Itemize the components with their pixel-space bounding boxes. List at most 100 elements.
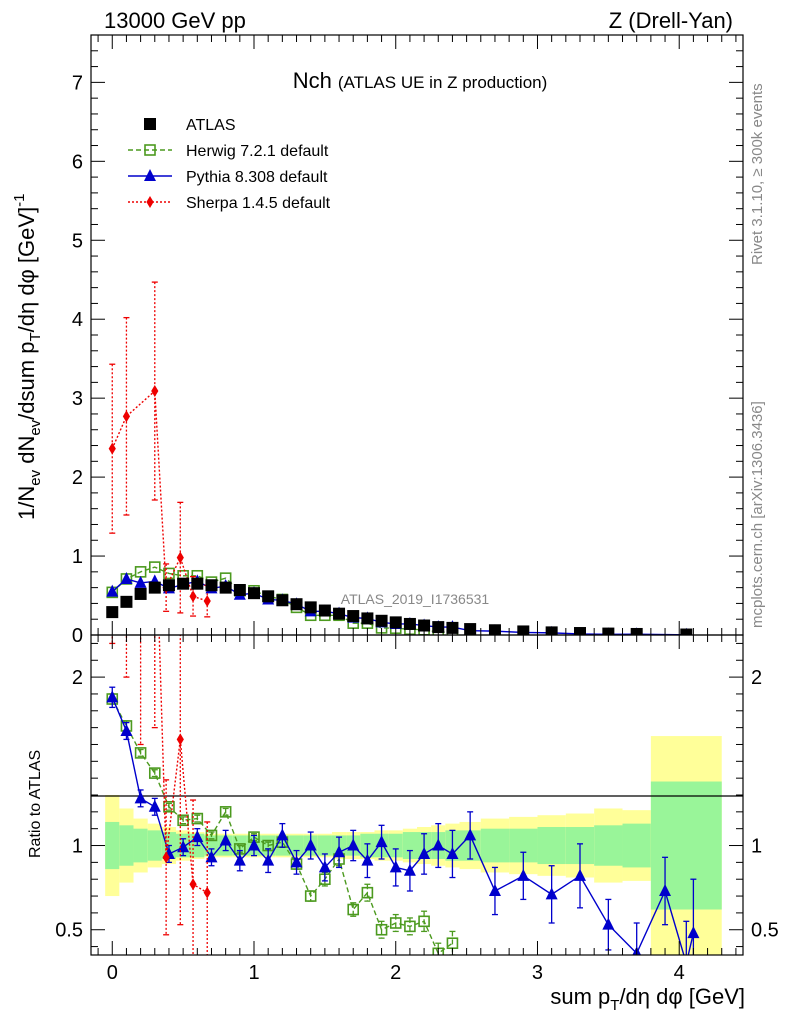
y-tick-label: 2 (72, 467, 83, 489)
marker-square (219, 581, 232, 594)
header-left: 13000 GeV pp (104, 8, 246, 33)
marker-triangle (106, 690, 119, 703)
band-inner-bin (105, 821, 120, 870)
marker-square (248, 587, 260, 600)
marker-square-open (205, 829, 218, 842)
marker-square (375, 614, 388, 627)
marker-triangle (574, 868, 586, 881)
band-inner-bin (537, 827, 566, 865)
marker-triangle (144, 169, 156, 181)
marker-diamond (203, 595, 211, 608)
chart-title: Nch (ATLAS UE in Z production) (293, 68, 548, 93)
marker-square-open (347, 903, 360, 916)
band-inner-bin (317, 835, 332, 856)
band-inner-bin (388, 833, 403, 858)
marker-square-open (191, 812, 204, 825)
marker-triangle (545, 887, 558, 900)
analysis-watermark: ATLAS_2019_I1736531 (341, 591, 490, 607)
marker-square (262, 590, 275, 603)
marker-triangle (134, 575, 147, 588)
ratio-y-tick-label: 2 (72, 667, 83, 689)
y-tick-label: 4 (72, 309, 83, 331)
marker-triangle (106, 584, 119, 597)
marker-triangle (233, 853, 246, 866)
marker-diamond (162, 851, 170, 864)
marker-square (144, 118, 156, 130)
marker-triangle (602, 917, 615, 930)
x-tick-label: 1 (248, 962, 259, 984)
ratio-plot-area (106, 635, 700, 955)
marker-diamond (176, 733, 184, 746)
ratio-y-tick-label-right: 1 (751, 836, 762, 858)
marker-triangle (464, 828, 477, 841)
y-tick-label: 0 (72, 625, 83, 647)
marker-diamond (189, 590, 197, 603)
band-inner-bin (402, 832, 417, 859)
marker-triangle (120, 724, 133, 736)
ratio-y-tick-label: 1 (72, 836, 83, 858)
marker-triangle (333, 845, 346, 858)
marker-square (680, 628, 693, 635)
legend-label: Herwig 7.2.1 default (186, 143, 329, 160)
x-tick-label: 4 (674, 962, 685, 984)
y-tick-label: 5 (72, 230, 83, 252)
legend-label: Pythia 8.308 default (186, 169, 328, 186)
legend-label: Sherpa 1.4.5 default (186, 195, 331, 212)
legend: ATLAS Herwig 7.2.1 default Pythia 8.308 de… (128, 117, 331, 212)
marker-square (162, 579, 175, 592)
x-tick-label: 2 (390, 962, 401, 984)
y-tick-label: 6 (72, 151, 83, 173)
marker-square (403, 617, 416, 630)
marker-triangle (375, 835, 388, 848)
sherpa-ratio-line (158, 635, 208, 894)
marker-square (418, 619, 431, 632)
marker-square (233, 584, 246, 596)
marker-square-open (134, 747, 147, 759)
x-tick-label: 0 (107, 962, 118, 984)
marker-triangle (687, 926, 700, 939)
main-ylabel: 1/Nev dNev/dsum pT/dη dφ [GeV]-1 (11, 193, 44, 520)
marker-square-open (304, 890, 317, 902)
marker-triangle (276, 828, 289, 841)
marker-triangle (418, 846, 431, 859)
x-tick-label: 3 (532, 962, 543, 984)
marker-triangle (659, 884, 672, 896)
marker-diamond (176, 551, 184, 564)
band-inner-bin (119, 825, 134, 866)
marker-triangle (488, 884, 501, 896)
x-axis-label: sum pT/dη dφ [GeV] (550, 984, 745, 1014)
marker-square (347, 610, 360, 623)
marker-square-open (418, 915, 430, 928)
marker-triangle (347, 838, 360, 851)
marker-triangle (262, 853, 275, 866)
axes-ticks: 0 1 2 3 4 5 6 7 0.5 0.5 1 1 2 2 0 1 2 3 4 (55, 35, 779, 984)
main-plot-area (106, 281, 693, 635)
band-inner-bin (133, 828, 148, 863)
marker-square-open (163, 800, 175, 813)
marker-square-open (219, 806, 232, 818)
marker-square (432, 621, 445, 634)
marker-square-open (148, 561, 161, 573)
marker-square-open (375, 923, 388, 936)
marker-square (333, 607, 346, 620)
marker-diamond (122, 410, 131, 423)
marker-square-open (177, 814, 189, 827)
marker-diamond (203, 886, 211, 899)
chart-subtitle: (ATLAS UE in Z production) (338, 73, 547, 92)
marker-triangle (389, 860, 402, 873)
marker-square-open (389, 917, 402, 929)
rivet-label: Rivet 3.1.10, ≥ 300k events (749, 83, 766, 265)
marker-triangle (432, 838, 445, 851)
marker-triangle (318, 860, 331, 873)
marker-square (464, 623, 477, 635)
marker-square (205, 579, 218, 592)
band-inner-bin (289, 835, 304, 856)
header-right: Z (Drell-Yan) (609, 8, 733, 33)
marker-diamond (151, 385, 159, 398)
marker-square (134, 587, 147, 600)
marker-diamond (146, 196, 154, 208)
legend-label: ATLAS (186, 117, 236, 134)
marker-diamond (189, 878, 197, 891)
marker-square (318, 604, 331, 617)
